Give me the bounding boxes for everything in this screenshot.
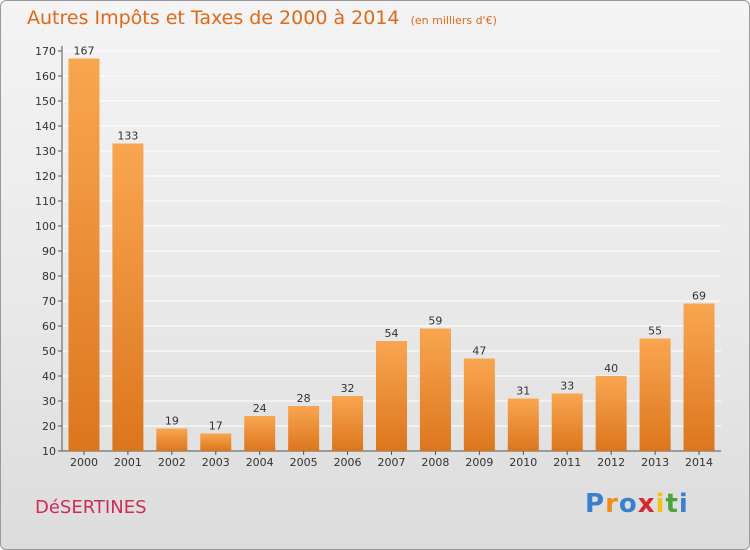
- bar: [200, 433, 232, 451]
- bar: [112, 143, 144, 451]
- logo-letter: t: [665, 489, 679, 519]
- x-tick-label: 2013: [641, 456, 669, 469]
- x-tick-label: 2003: [202, 456, 230, 469]
- bar-value-label: 69: [692, 290, 706, 303]
- bar: [419, 328, 451, 451]
- y-tick-label: 120: [35, 170, 56, 183]
- y-tick-label: 10: [42, 445, 56, 458]
- data-labels: 167 133 19 17 24 28 32 54 59 47 31 33 40 55 69: [73, 45, 706, 433]
- bars: [68, 58, 715, 451]
- bar: [683, 303, 715, 451]
- bar: [332, 396, 364, 451]
- y-tick-label: 150: [35, 95, 56, 108]
- bar-value-label: 54: [385, 327, 399, 340]
- x-tick-label: 2002: [158, 456, 186, 469]
- bar-value-label: 55: [648, 325, 662, 338]
- x-tick-label: 2001: [114, 456, 142, 469]
- y-tick-label: 110: [35, 195, 56, 208]
- x-tick-label: 2004: [246, 456, 274, 469]
- y-tick-label: 130: [35, 145, 56, 158]
- bar-value-label: 32: [341, 382, 355, 395]
- logo-letter: x: [637, 489, 656, 519]
- y-tick-label: 70: [42, 295, 56, 308]
- x-tick-label: 2011: [553, 456, 581, 469]
- bar-value-label: 47: [472, 345, 486, 358]
- logo-letter: o: [618, 489, 638, 519]
- axes: 10 20 30 40 50 60 70 80 90 100 110 120 130 140 150 160 1…: [35, 45, 721, 469]
- bar: [244, 416, 276, 451]
- logo-letter: P: [585, 489, 606, 519]
- chart-title-text: Autres Impôts et Taxes de 2000 à 2014: [27, 7, 400, 29]
- bar-value-label: 40: [604, 362, 618, 375]
- y-tick-label: 90: [42, 245, 56, 258]
- y-tick-label: 170: [35, 45, 56, 58]
- y-tick-label: 160: [35, 70, 56, 83]
- y-tick-label: 60: [42, 320, 56, 333]
- bar: [507, 398, 539, 451]
- unit-note: (en milliers d'€): [410, 14, 497, 27]
- y-tick-label: 40: [42, 370, 56, 383]
- x-tick-label: 2008: [421, 456, 449, 469]
- x-tick-label: 2009: [465, 456, 493, 469]
- x-tick-label: 2014: [685, 456, 713, 469]
- commune-name: DéSERTINES: [35, 497, 147, 518]
- x-tick-label: 2012: [597, 456, 625, 469]
- bar-value-label: 31: [516, 385, 530, 398]
- bar: [595, 376, 627, 451]
- x-tick-label: 2006: [334, 456, 362, 469]
- x-tick-label: 2000: [70, 456, 98, 469]
- y-tick-label: 100: [35, 220, 56, 233]
- bar: [68, 58, 100, 451]
- bar: [639, 338, 671, 451]
- bar-value-label: 24: [253, 402, 267, 415]
- bar: [551, 393, 583, 451]
- bar-value-label: 59: [428, 315, 442, 328]
- bar-value-label: 133: [117, 130, 138, 143]
- x-tick-label: 2005: [290, 456, 318, 469]
- bar-value-label: 33: [560, 380, 574, 393]
- bar-value-label: 19: [165, 415, 179, 428]
- y-tick-label: 30: [42, 395, 56, 408]
- x-tick-label: 2007: [378, 456, 406, 469]
- bar: [376, 341, 407, 451]
- bar-value-label: 167: [73, 45, 94, 58]
- logo-letter: i: [655, 489, 666, 519]
- bar: [463, 358, 495, 451]
- bar-value-label: 17: [209, 420, 223, 433]
- bar: [288, 406, 320, 451]
- y-tick-label: 20: [42, 420, 56, 433]
- logo-letter: r: [605, 489, 619, 519]
- chart-title: Autres Impôts et Taxes de 2000 à 2014 (e…: [27, 7, 497, 29]
- y-tick-label: 140: [35, 120, 56, 133]
- proxiti-logo[interactable]: Proxiti: [585, 489, 689, 519]
- x-tick-label: 2010: [509, 456, 537, 469]
- bar-value-label: 28: [297, 392, 311, 405]
- logo-letter: i: [678, 489, 689, 519]
- bar: [156, 428, 188, 451]
- y-tick-label: 50: [42, 345, 56, 358]
- y-tick-label: 80: [42, 270, 56, 283]
